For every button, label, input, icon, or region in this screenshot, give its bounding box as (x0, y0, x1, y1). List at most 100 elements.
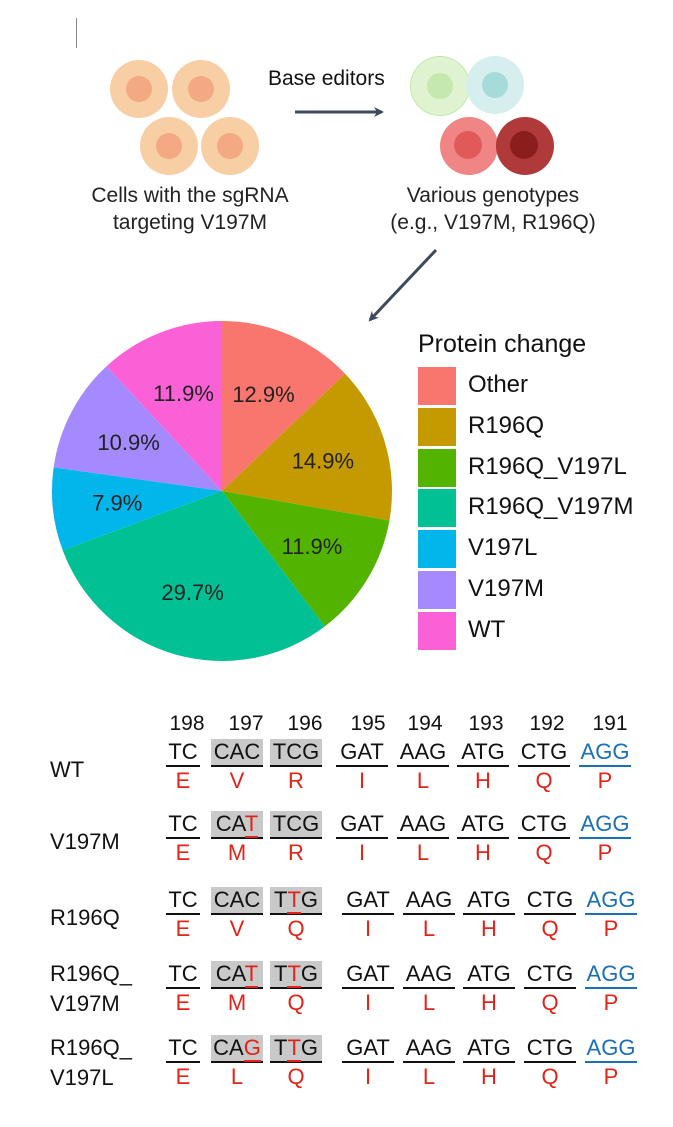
amino-acid: I (364, 916, 372, 941)
codon: CTG (524, 887, 576, 915)
amino-acid: Q (541, 1064, 559, 1089)
slice-label: 29.7% (161, 580, 223, 605)
position-number: 195 (350, 712, 386, 735)
amino-acid: L (422, 990, 436, 1015)
mutated-base: T (287, 887, 301, 914)
codon: CAC (211, 887, 263, 915)
amino-acid: I (358, 840, 366, 865)
amino-acid: H (481, 990, 497, 1015)
legend-swatch (418, 611, 456, 650)
amino-acid: V (229, 768, 245, 793)
mutated-base: G (243, 1035, 261, 1062)
codon: TTG (270, 1035, 322, 1063)
pie-slice-v197l (52, 467, 222, 551)
codon: TC (166, 887, 200, 915)
codon: ATG (463, 887, 515, 915)
parent-cell (172, 60, 230, 118)
schematic-arrows (295, 107, 438, 322)
right-caption-line2: (e.g., V197M, R196Q) (390, 211, 596, 234)
amino-acid: M (227, 990, 247, 1015)
codon: TCG (270, 739, 322, 767)
codon: TC (166, 811, 200, 839)
position-number: 191 (592, 712, 628, 735)
pie-slice-r196q-v197m (62, 491, 325, 661)
mutated-base: T (244, 811, 259, 838)
legend-title: Protein change (418, 330, 587, 358)
amino-acid: P (597, 768, 613, 793)
codon: AGG (585, 961, 637, 989)
amino-acid: Q (535, 768, 553, 793)
amino-acid: Q (287, 1064, 305, 1089)
codon: CAT (211, 811, 263, 839)
mutated-base: T (244, 961, 259, 988)
slice-label: 14.9% (292, 449, 354, 474)
codon: GAT (342, 1035, 394, 1063)
slice-label: 12.9% (232, 382, 294, 407)
codon: AGG (585, 1035, 637, 1063)
parent-cell (140, 117, 198, 175)
amino-acid: E (175, 840, 191, 865)
pie-slice-other (222, 321, 346, 491)
codon: ATG (457, 739, 509, 767)
position-number: 198 (169, 712, 205, 735)
codon: AAG (397, 739, 449, 767)
slice-label: 10.9% (97, 430, 159, 455)
amino-acid: L (416, 840, 430, 865)
pie-slice-wt (106, 321, 222, 491)
amino-acid: I (364, 1064, 372, 1089)
edited-cell-green (410, 56, 470, 116)
amino-acid: Q (535, 840, 553, 865)
amino-acid: R (288, 840, 304, 865)
codon: AAG (403, 887, 455, 915)
mutated-base: T (287, 961, 301, 988)
legend-swatch (418, 407, 456, 446)
codon: AGG (585, 887, 637, 915)
codon: ATG (463, 961, 515, 989)
codon: CTG (524, 961, 576, 989)
legend-swatch (418, 367, 456, 405)
amino-acid: P (603, 990, 619, 1015)
codon: GAT (342, 961, 394, 989)
legend-label: R196Q (468, 411, 545, 439)
codon: GAT (336, 739, 388, 767)
legend-label: R196Q_V197M (468, 493, 634, 521)
left-caption: Cells with the sgRNA targeting V197M (60, 182, 320, 236)
codon: ATG (457, 811, 509, 839)
slice-label: 7.9% (92, 490, 142, 515)
parent-cell (201, 117, 259, 175)
legend-swatch (418, 489, 456, 528)
parent-cell (110, 60, 168, 118)
codon: CTG (518, 739, 570, 767)
codon: TC (166, 1035, 200, 1063)
codon: CAG (211, 1035, 263, 1063)
pie-slice-v197m (53, 366, 222, 491)
codon: CTG (524, 1035, 576, 1063)
amino-acid: H (481, 1064, 497, 1089)
edited-cell-teal (466, 56, 524, 114)
codon: AAG (397, 811, 449, 839)
amino-acid: H (475, 768, 491, 793)
amino-acid: H (475, 840, 491, 865)
amino-acid: E (175, 1064, 191, 1089)
legend-label: Other (468, 371, 529, 398)
codon: CAT (211, 961, 263, 989)
edited-cell-dark (496, 117, 554, 175)
codon: AAG (403, 1035, 455, 1063)
genotype-label: R196Q (50, 905, 120, 930)
pie-slice-r196q-v197l (222, 491, 390, 627)
codon: ATG (463, 1035, 515, 1063)
amino-acid: Q (287, 990, 305, 1015)
codon: TC (166, 739, 200, 767)
genotype-label: R196Q_ V197L (50, 1035, 132, 1090)
amino-acid: Q (541, 916, 559, 941)
position-number: 192 (529, 712, 565, 735)
amino-acid: I (364, 990, 372, 1015)
slice-label: 11.9% (153, 381, 214, 406)
amino-acid: Q (541, 990, 559, 1015)
amino-acid: E (175, 768, 191, 793)
edited-cell-pink (440, 117, 498, 175)
right-caption-line1: Various genotypes (406, 184, 580, 207)
amino-acid: H (481, 916, 497, 941)
pie-chart: 12.9% 14.9% 11.9% 29.7% 7.9% 10.9% 11.9% (52, 321, 393, 661)
arrow-label: Base editors (268, 67, 385, 90)
